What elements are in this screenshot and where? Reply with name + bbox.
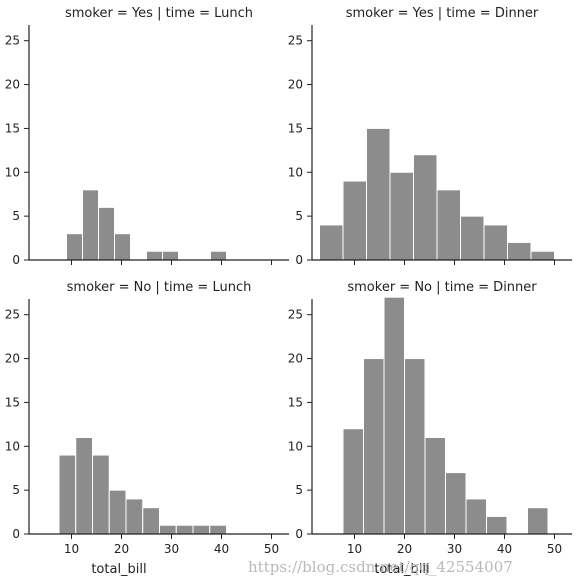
y-tick-label: 25 [288,308,303,322]
histogram-bar [142,507,160,535]
y-tick-label: 0 [12,253,20,267]
histogram-bar [404,358,426,535]
x-axis-label: total_bill [91,562,146,577]
histogram-bar [175,524,194,535]
histogram-bar [424,437,446,535]
x-axis-label: total_bill [374,562,429,577]
x-tick-label: 20 [114,542,129,556]
facet-title: smoker = Yes | time = Lunch [65,6,253,21]
y-tick-label: 15 [5,395,20,409]
x-tick-label: 30 [447,542,462,556]
y-tick-label: 5 [295,483,303,497]
y-tick-label: 0 [295,527,303,541]
x-tick-label: 40 [497,542,512,556]
facet-panel: smoker = Yes | time = Lunch 0 5 10 15 20 25 [5,6,289,267]
histogram-bar [460,215,485,261]
y-tick-label: 5 [12,209,20,223]
watermark-text: https://blog.csdn.net/qq_42554007 [248,558,513,576]
facet-panel: smoker = Yes | time = Dinner 0 5 10 15 20 25 [288,6,572,267]
histogram-bar [58,454,77,535]
histogram-bar [125,498,144,535]
y-tick-label: 10 [288,439,303,453]
histogram-bar [445,472,467,535]
histogram-bar [389,171,414,261]
histogram-bar [436,189,461,261]
y-tick-label: 20 [5,78,20,92]
facet-panel: smoker = No | time = Dinner 0 5 10 15 20 25 10 2… [288,280,572,577]
x-tick-label: 20 [397,542,412,556]
histogram-bar [66,233,83,261]
y-tick-label: 5 [12,483,20,497]
histogram-bar [366,127,391,261]
x-tick-label: 40 [214,542,229,556]
y-tick-label: 15 [288,395,303,409]
y-tick-label: 5 [295,209,303,223]
x-tick-label: 50 [264,542,279,556]
x-tick-label: 10 [64,542,79,556]
y-tick-label: 20 [288,352,303,366]
x-tick-label: 30 [164,542,179,556]
histogram-bar [159,524,177,535]
histogram-bar [342,180,367,261]
histogram-bar [413,154,438,261]
y-tick-label: 25 [5,34,20,48]
histogram-bar [363,358,385,535]
histogram-bar [342,428,364,535]
facet-panel: smoker = No | time = Lunch 0 5 10 15 20 25 10 20… [5,280,289,577]
y-tick-label: 25 [288,34,303,48]
y-tick-label: 0 [12,527,20,541]
histogram-bar [108,489,127,535]
histogram-bar [486,515,508,535]
x-tick-label: 10 [347,542,362,556]
y-tick-label: 10 [288,165,303,179]
histogram-bar [319,224,344,261]
x-tick-label: 50 [547,542,562,556]
histogram-bar [530,250,555,261]
y-tick-label: 25 [5,308,20,322]
histogram-bar [162,250,179,261]
histogram-bar [527,507,549,535]
histogram-bar [465,498,487,535]
histogram-bar [507,241,532,261]
facet-title: smoker = No | time = Lunch [67,280,252,295]
y-tick-label: 20 [5,352,20,366]
histogram-bar [82,189,99,261]
histogram-bar [483,224,508,261]
histogram-bar [383,296,405,535]
y-tick-label: 10 [5,439,20,453]
facet-title: smoker = Yes | time = Dinner [346,6,539,21]
histogram-bar [210,250,227,261]
histogram-bar [146,250,163,261]
histogram-bar [192,524,211,535]
facet-title: smoker = No | time = Dinner [347,280,537,295]
y-tick-label: 0 [295,253,303,267]
histogram-bar [98,206,115,261]
histogram-bar [75,437,93,535]
y-tick-label: 10 [5,165,20,179]
y-tick-label: 20 [288,78,303,92]
histogram-bar [114,233,131,261]
histogram-bar [209,524,227,535]
histogram-bar [92,454,110,535]
y-tick-label: 15 [5,121,20,135]
y-tick-label: 15 [288,121,303,135]
